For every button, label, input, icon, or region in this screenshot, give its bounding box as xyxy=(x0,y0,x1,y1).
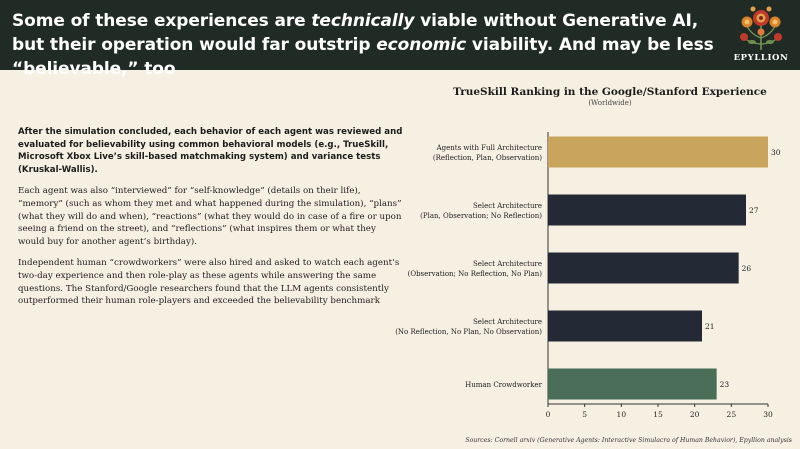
x-tick-label: 10 xyxy=(617,410,627,419)
paragraph-interview: Each agent was also “interviewed” for “s… xyxy=(18,186,402,247)
bar-value-label: 21 xyxy=(705,322,715,331)
x-tick-label: 30 xyxy=(763,410,773,419)
logo-text: EPYLLION xyxy=(733,53,789,63)
paragraph-crowdworkers: Independent human “crowdworkers” were al… xyxy=(18,258,400,307)
category-label: Select Architecture xyxy=(473,318,542,326)
chart-subtitle: (Worldwide) xyxy=(588,99,632,107)
bar-value-label: 27 xyxy=(749,206,759,215)
x-tick-label: 20 xyxy=(690,410,700,419)
header-bar: Some of these experiences are technicall… xyxy=(0,0,800,79)
title-text-3: viability. And may be less “believable,”… xyxy=(12,35,714,79)
paragraph-evaluation: After the simulation concluded, each beh… xyxy=(18,127,403,175)
trueskill-bar-chart: 0 5 10 15 20 25 30 30 Agents with Full Architect… xyxy=(395,132,781,419)
category-label: Human Crowdworker xyxy=(465,381,542,389)
source-note: Sources: Cornell arxiv (Generative Agent… xyxy=(465,437,792,444)
page-title: Some of these experiences are technicall… xyxy=(12,9,724,81)
category-label: Agents with Full Architecture xyxy=(436,144,542,152)
bar-5 xyxy=(548,368,717,400)
floral-logo-icon xyxy=(740,6,782,50)
epyllion-logo: EPYLLION xyxy=(728,4,794,66)
bar-value-label: 23 xyxy=(720,380,730,389)
bar-value-label: 30 xyxy=(771,148,781,157)
category-label: (Reflection, Plan, Observation) xyxy=(433,154,542,162)
category-label: Select Architecture xyxy=(473,202,542,210)
title-text-2: viable without Generative AI, but their … xyxy=(12,11,699,55)
x-tick-label: 0 xyxy=(546,410,551,419)
bar-3 xyxy=(548,252,739,284)
x-tick-label: 15 xyxy=(653,410,663,419)
category-label: (Observation; No Reflection, No Plan) xyxy=(408,270,543,278)
bar-1 xyxy=(548,136,768,168)
bar-4 xyxy=(548,310,702,342)
bar-value-label: 26 xyxy=(742,264,752,273)
title-emphasis-2: economic xyxy=(376,35,467,55)
x-tick-label: 25 xyxy=(727,410,737,419)
body-text: After the simulation concluded, each beh… xyxy=(18,126,403,317)
x-tick-label: 5 xyxy=(582,410,587,419)
category-label: (Plan, Observation; No Reflection) xyxy=(420,212,542,220)
title-text-1: Some of these experiences are xyxy=(12,11,312,31)
category-label: (No Reflection, No Plan, No Observation) xyxy=(395,328,542,336)
title-emphasis-1: technically xyxy=(311,11,415,31)
bar-2 xyxy=(548,194,746,226)
chart-title: TrueSkill Ranking in the Google/Stanford… xyxy=(453,86,767,98)
category-label: Select Architecture xyxy=(473,260,542,268)
